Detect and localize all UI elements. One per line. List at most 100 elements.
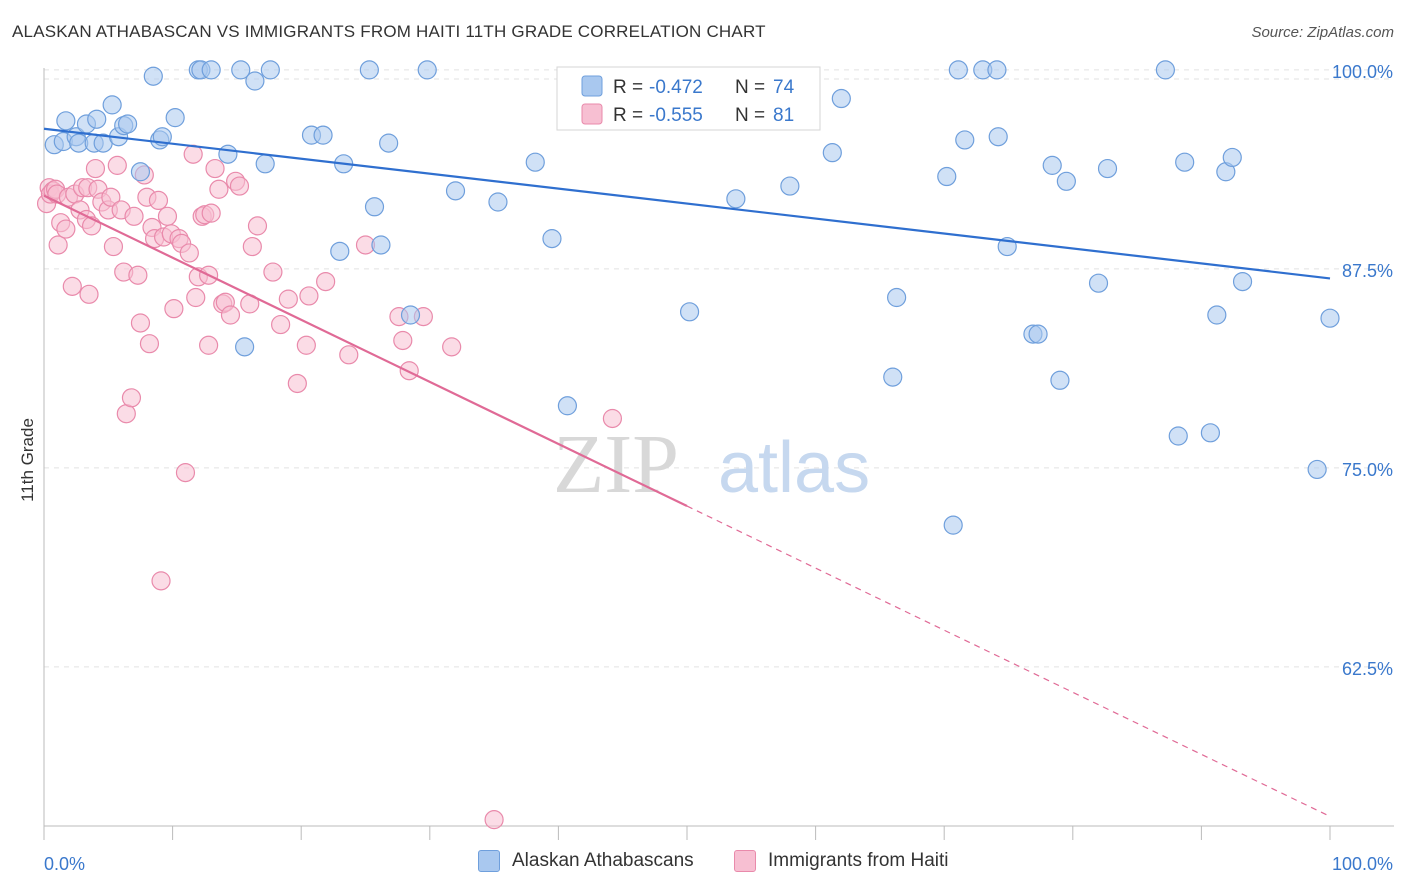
athabascan-point <box>364 197 385 217</box>
haiti-point <box>271 314 291 335</box>
athabascan-point <box>988 127 1008 147</box>
haiti-point <box>339 345 359 365</box>
athabascan-point <box>218 144 238 164</box>
haiti-point <box>186 287 206 308</box>
x-tick-label-min: 0.0% <box>44 854 85 874</box>
athabascan-point <box>1232 271 1253 292</box>
haiti-point <box>299 286 319 306</box>
athabascan-point <box>379 133 399 153</box>
athabascan-point <box>330 241 350 261</box>
haiti-point <box>103 236 124 257</box>
haiti-point <box>148 190 169 211</box>
haiti-point <box>220 305 241 325</box>
athabascan-point <box>679 302 700 322</box>
athabascan-point <box>831 88 851 109</box>
legend-r-value-2: -0.555 <box>649 105 703 126</box>
source-label: Source: ZipAtlas.com <box>1251 24 1394 41</box>
athabascan-point <box>726 189 746 209</box>
haiti-point <box>85 158 106 179</box>
haiti-point <box>393 330 413 351</box>
athabascan-point <box>130 162 151 182</box>
athabascan-point <box>887 287 907 308</box>
haiti-point <box>199 335 219 355</box>
athabascan-point <box>1056 171 1076 191</box>
legend-n-value-1: 74 <box>773 77 795 98</box>
athabascan-point <box>117 114 138 134</box>
legend-r-label-1: R = <box>613 77 643 98</box>
x-tick-label-max: 100.0% <box>1332 854 1393 874</box>
watermark-atlas: atlas <box>718 428 870 508</box>
athabascan-point <box>165 108 185 128</box>
haiti-point <box>157 206 178 226</box>
haiti-point <box>278 289 298 309</box>
haiti-point <box>151 571 171 591</box>
athabascan-point <box>1222 147 1242 168</box>
haiti-point <box>130 313 151 333</box>
haiti-point <box>107 155 127 175</box>
legend-swatch-athabascans <box>478 850 500 872</box>
athabascan-trend-line <box>43 127 1331 280</box>
legend-n-label-1: N = <box>735 77 765 98</box>
athabascan-point <box>1028 324 1048 344</box>
haiti-point <box>316 271 336 292</box>
haiti-point <box>247 216 268 236</box>
athabascan-point <box>1207 305 1227 325</box>
athabascan-point <box>822 143 842 163</box>
watermark-zip: ZIP <box>553 418 679 511</box>
chart-title: ALASKAN ATHABASCAN VS IMMIGRANTS FROM HA… <box>12 22 766 41</box>
haiti-point <box>164 299 184 319</box>
haiti-trend-extension <box>686 505 1331 817</box>
haiti-point <box>116 404 136 424</box>
haiti-point <box>79 284 99 304</box>
haiti-point <box>62 276 82 296</box>
haiti-point <box>602 408 623 429</box>
athabascan-point <box>359 60 379 80</box>
haiti-point <box>101 187 121 207</box>
athabascan-point <box>1200 423 1221 443</box>
athabascan-point <box>488 192 508 212</box>
athabascan-point <box>1320 308 1340 328</box>
athabascan-point <box>417 60 437 80</box>
haiti-point <box>175 463 196 483</box>
haiti-point <box>56 219 76 239</box>
athabascan-point <box>1168 426 1188 446</box>
legend-n-value-2: 81 <box>773 105 794 126</box>
stats-legend: R = -0.472 N = 74 R = -0.555 N = 81 <box>556 66 821 131</box>
athabascan-point <box>371 235 391 255</box>
haiti-point <box>128 265 148 285</box>
legend-r-label-2: R = <box>613 105 643 126</box>
athabascan-point <box>557 396 578 416</box>
athabascan-point <box>883 367 903 387</box>
athabascan-point <box>201 60 221 80</box>
legend-swatch-haiti <box>734 850 756 872</box>
y-axis-label: 11th Grade <box>18 418 37 502</box>
legend-swatch-blue <box>581 75 603 97</box>
athabascan-point <box>143 66 163 86</box>
haiti-point <box>442 337 462 357</box>
athabascan-point <box>255 154 275 174</box>
athabascan-point <box>937 166 957 187</box>
athabascan-point <box>87 109 107 129</box>
haiti-point <box>124 206 144 226</box>
athabascan-point <box>313 125 333 145</box>
haiti-point <box>121 388 142 408</box>
y-tick-label: 75.0% <box>1342 460 1393 480</box>
legend-label-athabascans: Alaskan Athabascans <box>512 850 694 871</box>
athabascan-point <box>102 95 122 115</box>
haiti-point <box>484 810 504 830</box>
haiti-point <box>201 203 221 223</box>
athabascan-point <box>955 130 975 150</box>
haiti-point <box>179 243 199 263</box>
y-tick-label: 62.5% <box>1342 659 1393 679</box>
legend-n-label-2: N = <box>735 105 765 126</box>
haiti-point <box>48 235 68 255</box>
haiti-point <box>209 179 229 199</box>
haiti-point <box>205 158 225 179</box>
athabascan-point <box>260 60 280 80</box>
y-tick-label: 100.0% <box>1332 62 1393 82</box>
athabascan-point <box>542 229 562 249</box>
legend-label-haiti: Immigrants from Haiti <box>768 850 949 871</box>
athabascan-point <box>1042 155 1062 175</box>
athabascan-point <box>1088 273 1109 293</box>
